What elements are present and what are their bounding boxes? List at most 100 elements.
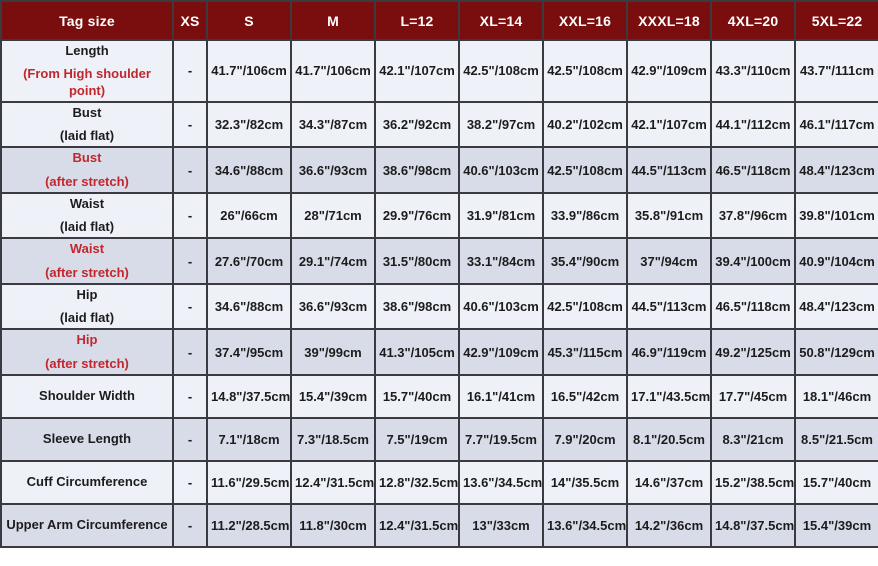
size-value-cell: 31.9"/81cm: [458, 191, 544, 240]
size-value-cell: 13.6"/34.5cm: [458, 459, 544, 505]
row-label-line: Hip: [76, 286, 98, 302]
table-row-hip-laid-flat-: Hip (laid flat) -34.6"/88cm 36.6"/93cm 38.6"…: [0, 282, 878, 331]
size-value-cell: 42.9"/109cm: [626, 39, 712, 103]
size-value-cell: 46.5"/118cm: [710, 146, 796, 194]
size-value-cell: 16.1"/41cm: [458, 373, 544, 419]
header-cell-xs: XS: [172, 0, 208, 41]
row-label-line: Bust: [72, 104, 102, 120]
size-value-cell: 7.5"/19cm: [374, 416, 460, 462]
size-value-cell: 42.1"/107cm: [374, 39, 460, 103]
table-row-waist-after-stretch-: Waist (after stretch) -27.6"/70cm 29.1"/74c…: [0, 237, 878, 285]
row-label: Waist (laid flat): [0, 191, 174, 240]
row-label-line: Waist: [69, 195, 105, 211]
row-label: Hip (after stretch): [0, 328, 174, 376]
size-value-cell: -: [172, 502, 208, 548]
size-value-cell: 42.1"/107cm: [626, 100, 712, 149]
size-chart-body: Length (From High shoulder point) -41.7"/1…: [0, 39, 878, 548]
size-value-cell: 7.9"/20cm: [542, 416, 628, 462]
size-value-cell: 40.2"/102cm: [542, 100, 628, 149]
size-value-cell: 38.6"/98cm: [374, 282, 460, 331]
row-label: Length (From High shoulder point): [0, 39, 174, 103]
size-value-cell: 12.8"/32.5cm: [374, 459, 460, 505]
size-value-cell: -: [172, 416, 208, 462]
table-row-shoulder-width: Shoulder Width -14.8"/37.5cm 15.4"/39cm 15.…: [0, 373, 878, 419]
row-label: Shoulder Width: [0, 373, 174, 419]
size-value-cell: 13"/33cm: [458, 502, 544, 548]
size-value-cell: 37.8"/96cm: [710, 191, 796, 240]
table-row-upper-arm-circumference: Upper Arm Circumference -11.2"/28.5cm 11.8…: [0, 502, 878, 548]
size-value-cell: 32.3"/82cm: [206, 100, 292, 149]
row-label-line: Length: [65, 43, 109, 58]
size-value-cell: -: [172, 373, 208, 419]
size-value-cell: 41.7"/106cm: [290, 39, 376, 103]
size-value-cell: 13.6"/34.5cm: [542, 502, 628, 548]
size-value-cell: 17.1"/43.5cm: [626, 373, 712, 419]
size-value-cell: 26"/66cm: [206, 191, 292, 240]
size-value-cell: 36.6"/93cm: [290, 146, 376, 194]
size-value-cell: 15.7"/40cm: [794, 459, 878, 505]
size-value-cell: 37.4"/95cm: [206, 328, 292, 376]
row-label-line: (laid flat): [59, 128, 115, 143]
size-value-cell: -: [172, 100, 208, 149]
size-value-cell: 43.7"/111cm: [794, 39, 878, 103]
size-value-cell: 8.3"/21cm: [710, 416, 796, 462]
row-label-line: (after stretch): [45, 173, 129, 189]
size-value-cell: 34.6"/88cm: [206, 282, 292, 331]
size-chart-table: Tag size XS S M L=12 XL=14 XXL=16 XXXL=18 4XL=20…: [0, 0, 878, 548]
header-cell-xl-14: XL=14: [458, 0, 544, 41]
size-value-cell: 35.4"/90cm: [542, 237, 628, 285]
size-value-cell: 33.1"/84cm: [458, 237, 544, 285]
row-label-line: Bust: [72, 150, 102, 166]
row-label: Sleeve Length: [0, 416, 174, 462]
size-value-cell: 29.9"/76cm: [374, 191, 460, 240]
size-value-cell: 40.6"/103cm: [458, 282, 544, 331]
row-label-line: Sleeve Length: [42, 431, 132, 447]
size-value-cell: 42.5"/108cm: [458, 39, 544, 103]
row-label: Cuff Circumference: [0, 459, 174, 505]
size-value-cell: 12.4"/31.5cm: [374, 502, 460, 548]
size-value-cell: 35.8"/91cm: [626, 191, 712, 240]
size-value-cell: 34.3"/87cm: [290, 100, 376, 149]
size-value-cell: 31.5"/80cm: [374, 237, 460, 285]
row-label-line: (laid flat): [59, 219, 115, 234]
table-row-bust-after-stretch-: Bust (after stretch) -34.6"/88cm 36.6"/93cm…: [0, 146, 878, 194]
size-value-cell: 44.1"/112cm: [710, 100, 796, 149]
size-value-cell: 43.3"/110cm: [710, 39, 796, 103]
size-value-cell: 17.7"/45cm: [710, 373, 796, 419]
size-value-cell: 44.5"/113cm: [626, 282, 712, 331]
size-value-cell: 15.7"/40cm: [374, 373, 460, 419]
size-value-cell: 11.6"/29.5cm: [206, 459, 292, 505]
table-row-bust-laid-flat-: Bust (laid flat) -32.3"/82cm 34.3"/87cm 36.2…: [0, 100, 878, 149]
size-value-cell: 34.6"/88cm: [206, 146, 292, 194]
row-label-line: Shoulder Width: [39, 388, 135, 404]
row-label: Hip (laid flat): [0, 282, 174, 331]
size-value-cell: 12.4"/31.5cm: [290, 459, 376, 505]
size-value-cell: 42.5"/108cm: [542, 146, 628, 194]
header-cell-4xl-20: 4XL=20: [710, 0, 796, 41]
size-value-cell: 15.2"/38.5cm: [710, 459, 796, 505]
size-value-cell: 7.3"/18.5cm: [290, 416, 376, 462]
row-label: Waist (after stretch): [0, 237, 174, 285]
size-value-cell: 14.2"/36cm: [626, 502, 712, 548]
size-value-cell: 49.2"/125cm: [710, 328, 796, 376]
size-value-cell: 41.3"/105cm: [374, 328, 460, 376]
row-label: Bust (after stretch): [0, 146, 174, 194]
size-value-cell: 7.1"/18cm: [206, 416, 292, 462]
size-value-cell: 46.1"/117cm: [794, 100, 878, 149]
header-row: Tag size XS S M L=12 XL=14 XXL=16 XXXL=18 4XL=20…: [0, 0, 878, 41]
row-label-line: Waist: [69, 241, 105, 257]
size-value-cell: 7.7"/19.5cm: [458, 416, 544, 462]
size-value-cell: 14.8"/37.5cm: [710, 502, 796, 548]
header-cell-xxl-16: XXL=16: [542, 0, 628, 41]
size-value-cell: 44.5"/113cm: [626, 146, 712, 194]
size-value-cell: 36.2"/92cm: [374, 100, 460, 149]
size-value-cell: -: [172, 237, 208, 285]
header-cell-s: S: [206, 0, 292, 41]
size-value-cell: 29.1"/74cm: [290, 237, 376, 285]
header-cell-m: M: [290, 0, 376, 41]
table-row-sleeve-length: Sleeve Length -7.1"/18cm 7.3"/18.5cm 7.5"/1…: [0, 416, 878, 462]
size-value-cell: 39"/99cm: [290, 328, 376, 376]
row-label-line: (From High shoulder point): [23, 66, 151, 98]
size-value-cell: -: [172, 328, 208, 376]
size-value-cell: 8.5"/21.5cm: [794, 416, 878, 462]
